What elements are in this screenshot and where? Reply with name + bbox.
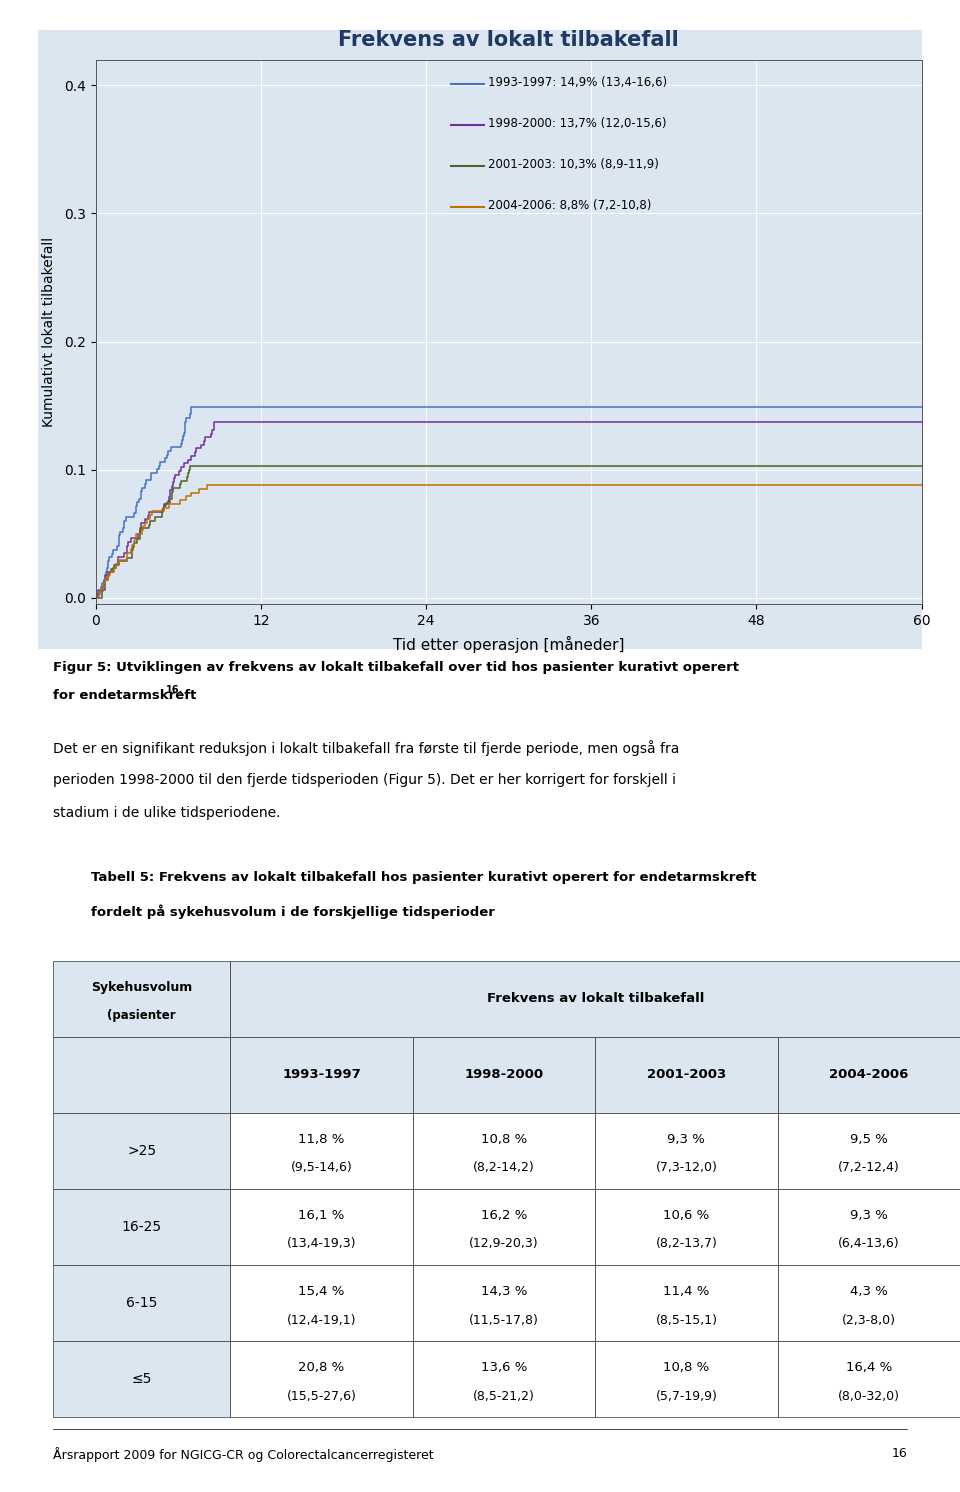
Text: 10,8 %: 10,8 % — [481, 1132, 527, 1146]
X-axis label: Tid etter operasjon [måneder]: Tid etter operasjon [måneder] — [393, 636, 625, 653]
Text: (8,5-15,1): (8,5-15,1) — [656, 1313, 717, 1326]
Text: 11,8 %: 11,8 % — [299, 1132, 345, 1146]
Text: 16,4 %: 16,4 % — [846, 1361, 892, 1374]
Text: (12,4-19,1): (12,4-19,1) — [287, 1313, 356, 1326]
Text: 16,2 %: 16,2 % — [481, 1209, 527, 1222]
Text: (5,7-19,9): (5,7-19,9) — [656, 1389, 717, 1402]
Text: Tabell 5: Frekvens av lokalt tilbakefall hos pasienter kurativt operert for ende: Tabell 5: Frekvens av lokalt tilbakefall… — [91, 871, 756, 885]
Text: 1993-1997: 1993-1997 — [282, 1068, 361, 1082]
Text: (8,5-21,2): (8,5-21,2) — [473, 1389, 535, 1402]
Text: (15,5-27,6): (15,5-27,6) — [287, 1389, 356, 1402]
Text: 10,8 %: 10,8 % — [663, 1361, 709, 1374]
Text: 9,5 %: 9,5 % — [850, 1132, 888, 1146]
Text: 16-25: 16-25 — [122, 1220, 161, 1234]
Text: 1993-1997: 14,9% (13,4-16,6): 1993-1997: 14,9% (13,4-16,6) — [488, 76, 667, 90]
Text: 1998-2000: 1998-2000 — [465, 1068, 543, 1082]
Text: 16: 16 — [892, 1447, 907, 1461]
Text: 11,4 %: 11,4 % — [663, 1285, 709, 1298]
Title: Frekvens av lokalt tilbakefall: Frekvens av lokalt tilbakefall — [339, 30, 679, 49]
Text: >25: >25 — [127, 1144, 156, 1158]
Y-axis label: Kumulativt lokalt tilbakefall: Kumulativt lokalt tilbakefall — [42, 237, 56, 427]
Text: 10,6 %: 10,6 % — [663, 1209, 709, 1222]
Text: (8,2-13,7): (8,2-13,7) — [656, 1237, 717, 1250]
Text: 4,3 %: 4,3 % — [850, 1285, 888, 1298]
Text: (7,3-12,0): (7,3-12,0) — [656, 1161, 717, 1174]
Text: (6,4-13,6): (6,4-13,6) — [838, 1237, 900, 1250]
Text: Figur 5: Utviklingen av frekvens av lokalt tilbakefall over tid hos pasienter ku: Figur 5: Utviklingen av frekvens av loka… — [53, 661, 739, 674]
Text: (7,2-12,4): (7,2-12,4) — [838, 1161, 900, 1174]
Text: 15,4 %: 15,4 % — [299, 1285, 345, 1298]
Text: ≤5: ≤5 — [132, 1373, 152, 1386]
Text: (pasienter: (pasienter — [108, 1009, 176, 1022]
Text: 16,1 %: 16,1 % — [299, 1209, 345, 1222]
Text: 14,3 %: 14,3 % — [481, 1285, 527, 1298]
Text: (12,9-20,3): (12,9-20,3) — [469, 1237, 539, 1250]
Text: (8,0-32,0): (8,0-32,0) — [838, 1389, 900, 1402]
Text: for endetarmskreft: for endetarmskreft — [53, 688, 196, 701]
Text: perioden 1998-2000 til den fjerde tidsperioden (Figur 5). Det er her korrigert f: perioden 1998-2000 til den fjerde tidspe… — [53, 773, 676, 786]
Text: Frekvens av lokalt tilbakefall: Frekvens av lokalt tilbakefall — [487, 992, 704, 1006]
Text: 1998-2000: 13,7% (12,0-15,6): 1998-2000: 13,7% (12,0-15,6) — [488, 116, 666, 130]
Text: 6-15: 6-15 — [126, 1297, 157, 1310]
Text: 13,6 %: 13,6 % — [481, 1361, 527, 1374]
Text: Det er en signifikant reduksjon i lokalt tilbakefall fra første til fjerde perio: Det er en signifikant reduksjon i lokalt… — [53, 740, 679, 756]
Text: 2004-2006: 2004-2006 — [829, 1068, 908, 1082]
Text: (11,5-17,8): (11,5-17,8) — [469, 1313, 539, 1326]
Text: 2001-2003: 2001-2003 — [647, 1068, 726, 1082]
Text: fordelt på sykehusvolum i de forskjellige tidsperioder: fordelt på sykehusvolum i de forskjellig… — [91, 904, 495, 919]
Text: (13,4-19,3): (13,4-19,3) — [287, 1237, 356, 1250]
Text: (8,2-14,2): (8,2-14,2) — [473, 1161, 535, 1174]
Text: Årsrapport 2009 for NGICG-CR og Colorectalcancerregisteret: Årsrapport 2009 for NGICG-CR og Colorect… — [53, 1447, 433, 1462]
Text: (9,5-14,6): (9,5-14,6) — [291, 1161, 352, 1174]
Text: Sykehusvolum: Sykehusvolum — [91, 980, 192, 994]
Text: (2,3-8,0): (2,3-8,0) — [842, 1313, 896, 1326]
Text: 20,8 %: 20,8 % — [299, 1361, 345, 1374]
Text: stadium i de ulike tidsperiodene.: stadium i de ulike tidsperiodene. — [53, 806, 280, 819]
Text: 2004-2006: 8,8% (7,2-10,8): 2004-2006: 8,8% (7,2-10,8) — [488, 198, 652, 212]
Text: 9,3 %: 9,3 % — [850, 1209, 888, 1222]
Text: 2001-2003: 10,3% (8,9-11,9): 2001-2003: 10,3% (8,9-11,9) — [488, 158, 659, 170]
Text: 9,3 %: 9,3 % — [667, 1132, 706, 1146]
Text: 16.: 16. — [166, 685, 183, 695]
